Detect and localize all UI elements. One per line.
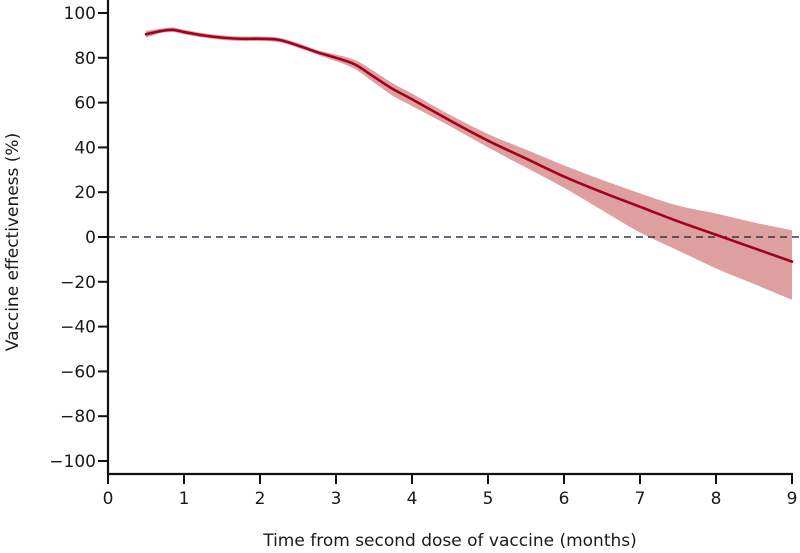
x-axis-ticks: 0 1 2 3 4 5 6 7 8 9	[103, 474, 798, 509]
y-tick-label: −80	[60, 407, 96, 427]
y-axis-ticks: 100 80 60 40 20 0 −20 −40 −60 −80 −100	[49, 4, 108, 472]
y-tick-label: −100	[49, 452, 96, 472]
confidence-interval-area	[146, 27, 792, 300]
x-tick-label: 3	[331, 489, 342, 509]
y-tick-label: 40	[74, 138, 96, 158]
x-tick-label: 5	[483, 489, 494, 509]
x-tick-label: 9	[787, 489, 798, 509]
confidence-band	[146, 27, 792, 300]
x-tick-label: 7	[635, 489, 646, 509]
x-tick-label: 0	[103, 489, 114, 509]
y-tick-label: 0	[85, 228, 96, 248]
x-tick-label: 1	[179, 489, 190, 509]
y-tick-label: −20	[60, 273, 96, 293]
y-tick-label: −60	[60, 362, 96, 382]
y-tick-label: 80	[74, 49, 96, 69]
x-axis-title: Time from second dose of vaccine (months…	[262, 531, 637, 551]
y-axis-title: Vaccine effectiveness (%)	[3, 133, 23, 351]
effectiveness-curve	[144, 28, 794, 263]
y-tick-label: 20	[74, 183, 96, 203]
y-tick-label: 100	[64, 4, 96, 24]
y-tick-label: 60	[74, 94, 96, 114]
x-tick-label: 4	[407, 489, 418, 509]
y-tick-label: −40	[60, 318, 96, 338]
x-tick-label: 2	[255, 489, 266, 509]
x-tick-label: 6	[559, 489, 570, 509]
effectiveness-line	[144, 28, 794, 263]
x-tick-label: 8	[711, 489, 722, 509]
